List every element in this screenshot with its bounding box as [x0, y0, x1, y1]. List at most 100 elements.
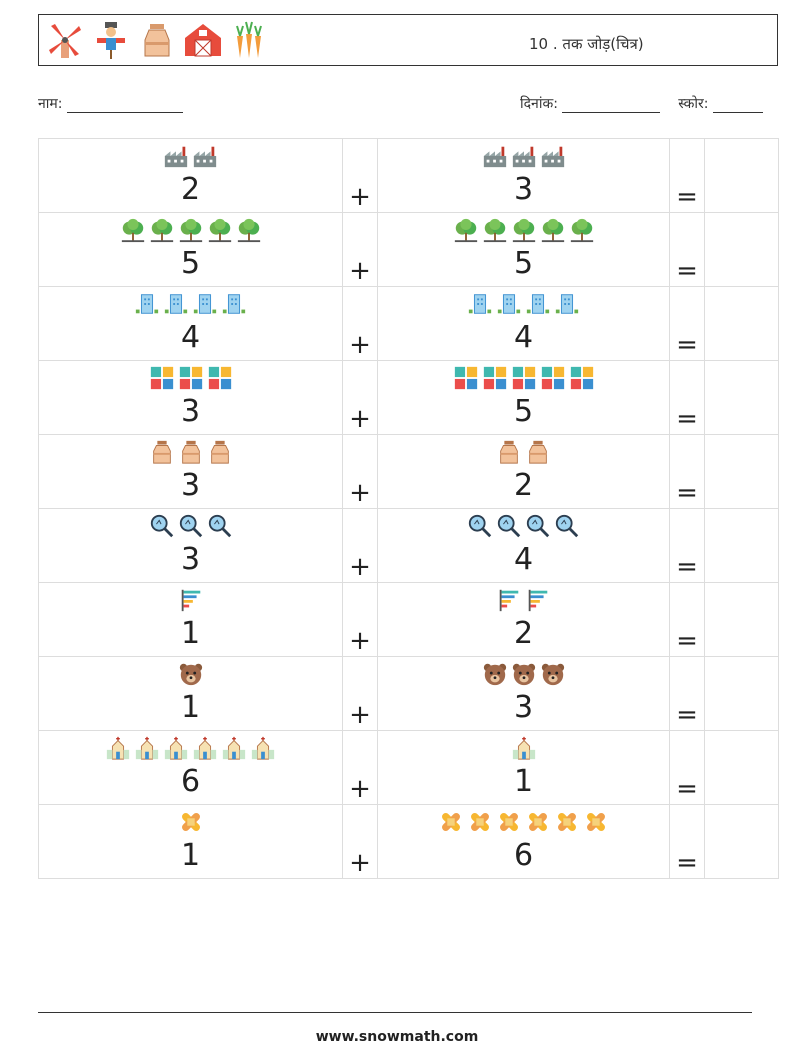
- equals-sign: =: [676, 330, 698, 360]
- right-term-icons: [378, 509, 669, 543]
- answer-cell[interactable]: [704, 582, 779, 657]
- left-term-number: 1: [180, 838, 201, 873]
- answer-cell[interactable]: [704, 656, 779, 731]
- problem-row: 3 +5 =: [38, 360, 779, 435]
- left-term-number: 6: [180, 764, 201, 799]
- bear-icon: [482, 661, 508, 691]
- plus-cell: +: [342, 508, 378, 583]
- building-icon: [192, 291, 218, 321]
- milk-jug-icon: [137, 20, 177, 64]
- church-icon: [221, 735, 247, 765]
- footer-divider: [38, 1012, 752, 1013]
- bandage-icon: [583, 809, 609, 839]
- bandage-icon: [525, 809, 551, 839]
- left-term-number: 1: [180, 690, 201, 725]
- footer-site: www.snowmath.com: [315, 1029, 479, 1045]
- problem-row: 1 +3 =: [38, 656, 779, 731]
- church-icon: [250, 735, 276, 765]
- plus-sign: +: [349, 700, 371, 730]
- plus-sign: +: [349, 848, 371, 878]
- answer-cell[interactable]: [704, 360, 779, 435]
- answer-cell[interactable]: [704, 730, 779, 805]
- equals-cell: =: [669, 582, 705, 657]
- answer-cell[interactable]: [704, 138, 779, 213]
- left-term-icons: [39, 805, 342, 839]
- answer-cell[interactable]: [704, 804, 779, 879]
- right-term-number: 4: [513, 320, 534, 355]
- left-term-icons: [39, 731, 342, 765]
- magnifier-icon: [178, 513, 204, 543]
- right-term-icons: [378, 657, 669, 691]
- right-term-icons: [378, 583, 669, 617]
- building-icon: [467, 291, 493, 321]
- right-term-cell: 5: [377, 360, 670, 435]
- addition-table: 2 +3 = 5 +5 = 4 +4 = 3 +5 = 3 +2 = 3 +4 = 1 +2 = 1 +3 = 6 +1 = 1 +6 =: [38, 138, 779, 879]
- puzzle-icon: [482, 365, 508, 395]
- church-icon: [163, 735, 189, 765]
- left-term-number: 3: [180, 468, 201, 503]
- plus-cell: +: [342, 730, 378, 805]
- building-icon: [525, 291, 551, 321]
- left-term-number: 2: [180, 172, 201, 207]
- name-blank[interactable]: [66, 98, 183, 113]
- equals-sign: =: [676, 700, 698, 730]
- equals-sign: =: [676, 774, 698, 804]
- bandage-icon: [178, 809, 204, 839]
- left-term-number: 4: [180, 320, 201, 355]
- equals-sign: =: [676, 182, 698, 212]
- left-term-icons: [39, 213, 342, 247]
- problem-row: 3 +4 =: [38, 508, 779, 583]
- right-term-number: 4: [513, 542, 534, 577]
- left-term-number: 5: [180, 246, 201, 281]
- right-term-number: 2: [513, 616, 534, 651]
- right-term-icons: [378, 805, 669, 839]
- right-term-cell: 4: [377, 286, 670, 361]
- barn-icon: [183, 20, 223, 64]
- magnifier-icon: [467, 513, 493, 543]
- answer-cell[interactable]: [704, 286, 779, 361]
- problem-row: 6 +1 =: [38, 730, 779, 805]
- equals-sign: =: [676, 626, 698, 656]
- right-term-icons: [378, 139, 669, 173]
- milk-can-icon: [149, 439, 175, 469]
- factory-icon: [163, 143, 189, 173]
- score-blank[interactable]: [712, 98, 763, 113]
- puzzle-icon: [569, 365, 595, 395]
- left-term-icons: [39, 361, 342, 395]
- header-box: 10 . तक जोड़(चित्र): [38, 14, 778, 66]
- right-term-number: 3: [513, 172, 534, 207]
- answer-cell[interactable]: [704, 508, 779, 583]
- problem-row: 1 +2 =: [38, 582, 779, 657]
- magnifier-icon: [149, 513, 175, 543]
- date-blank[interactable]: [562, 98, 661, 113]
- tree-icon: [178, 217, 204, 247]
- right-term-cell: 6: [377, 804, 670, 879]
- right-term-cell: 2: [377, 434, 670, 509]
- factory-icon: [540, 143, 566, 173]
- bandage-icon: [467, 809, 493, 839]
- problem-row: 1 +6 =: [38, 804, 779, 879]
- bar-chart-icon: [525, 587, 551, 617]
- answer-cell[interactable]: [704, 212, 779, 287]
- left-term-number: 3: [180, 394, 201, 429]
- puzzle-icon: [453, 365, 479, 395]
- answer-cell[interactable]: [704, 434, 779, 509]
- right-term-number: 1: [513, 764, 534, 799]
- header-icons: [45, 20, 269, 64]
- left-term-icons: [39, 139, 342, 173]
- church-icon: [192, 735, 218, 765]
- equals-cell: =: [669, 212, 705, 287]
- name-field: नाम:: [38, 94, 183, 113]
- bear-icon: [178, 661, 204, 691]
- equals-cell: =: [669, 656, 705, 731]
- magnifier-icon: [496, 513, 522, 543]
- left-term-cell: 4: [38, 286, 343, 361]
- bandage-icon: [554, 809, 580, 839]
- equals-sign: =: [676, 478, 698, 508]
- milk-can-icon: [525, 439, 551, 469]
- problem-row: 4 +4 =: [38, 286, 779, 361]
- plus-sign: +: [349, 478, 371, 508]
- left-term-cell: 2: [38, 138, 343, 213]
- score-label: स्कोर:: [678, 96, 709, 112]
- equals-cell: =: [669, 138, 705, 213]
